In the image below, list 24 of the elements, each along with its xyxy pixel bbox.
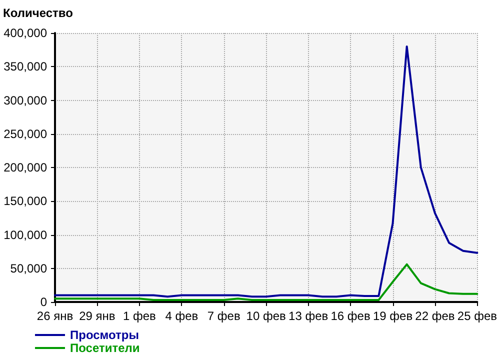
- y-tick-label: 0: [40, 295, 48, 309]
- legend-label: Просмотры: [70, 328, 140, 342]
- y-tick-label: 100,000: [4, 228, 48, 242]
- x-tick-label: 26 янв: [36, 309, 74, 323]
- x-tick-label: 19 фев: [372, 309, 413, 323]
- y-tick-label: 300,000: [4, 93, 48, 108]
- x-tick-label: 25 фев: [457, 309, 498, 323]
- legend-label: Посетители: [70, 341, 140, 355]
- y-tick-label: 150,000: [4, 194, 48, 208]
- x-tick-label: 4 фев: [165, 309, 198, 323]
- y-tick-label: 200,000: [4, 160, 48, 174]
- y-tick-label: 400,000: [4, 26, 48, 40]
- x-tick-label: 10 фев: [246, 309, 286, 323]
- x-tick-label: 22 фев: [415, 309, 455, 323]
- x-tick-label: 29 янв: [79, 309, 116, 323]
- y-tick-label: 250,000: [4, 126, 48, 141]
- x-tick-label: 1 фев: [122, 309, 156, 323]
- x-tick-label: 7 фев: [207, 309, 240, 323]
- line-series: [54, 45, 478, 298]
- y-tick-label: 50,000: [10, 261, 48, 276]
- x-tick-label: 13 фев: [288, 309, 328, 323]
- y-tick-label: 350,000: [4, 60, 48, 74]
- y-axis-title: Количество: [3, 6, 73, 20]
- x-tick-label: 16 фев: [330, 309, 370, 323]
